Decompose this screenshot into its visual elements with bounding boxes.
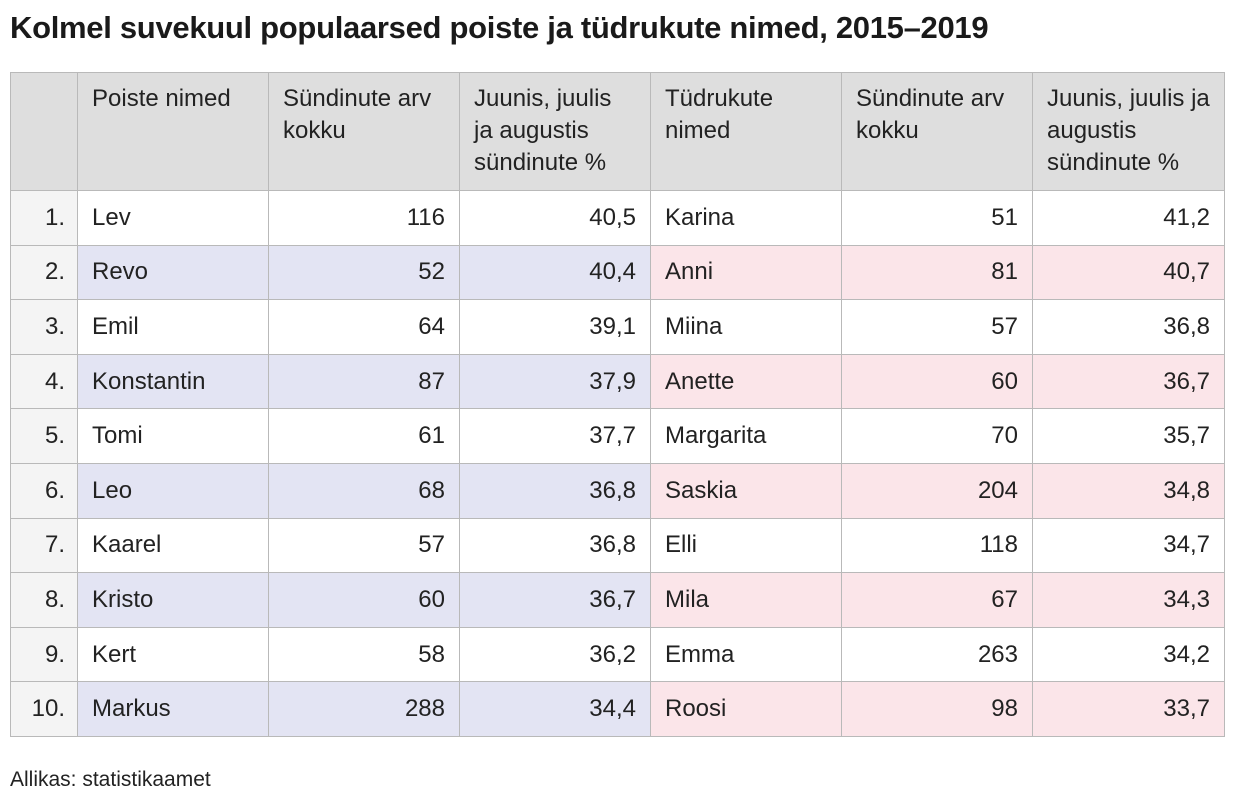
girl-name-cell: Elli — [650, 517, 842, 574]
girl-pct-cell: 34,3 — [1032, 572, 1225, 628]
source-note: Allikas: statistikaamet — [10, 768, 211, 791]
girl-pct-cell: 36,8 — [1032, 299, 1225, 355]
girl-name-cell: Anette — [650, 353, 842, 410]
girl-pct-cell: 34,7 — [1032, 517, 1225, 574]
rank-cell: 10. — [10, 681, 78, 737]
header-girls-pct: Juunis, juulis ja augustis sündinute % — [1032, 72, 1225, 191]
header-boys-name: Poiste nimed — [77, 72, 269, 191]
rank-cell: 7. — [10, 517, 78, 574]
table-header-row: Poiste nimed Sündinute arv kokku Juunis,… — [10, 72, 1225, 191]
girl-name-cell: Anni — [650, 244, 842, 301]
table-row: 6. Leo 68 36,8 Saskia 204 34,8 — [10, 462, 1225, 519]
boy-pct-cell: 36,7 — [459, 572, 651, 628]
rank-cell: 5. — [10, 408, 78, 464]
girl-pct-cell: 41,2 — [1032, 190, 1225, 246]
girl-name-cell: Margarita — [650, 408, 842, 464]
girl-total-cell: 263 — [841, 626, 1033, 683]
rank-cell: 4. — [10, 353, 78, 410]
header-girls-total: Sündinute arv kokku — [841, 72, 1033, 191]
boy-name-cell: Kristo — [77, 572, 269, 628]
girl-total-cell: 51 — [841, 190, 1033, 246]
table-row: 3. Emil 64 39,1 Miina 57 36,8 — [10, 299, 1225, 355]
girl-total-cell: 67 — [841, 572, 1033, 628]
table-row: 4. Konstantin 87 37,9 Anette 60 36,7 — [10, 353, 1225, 410]
boy-pct-cell: 36,8 — [459, 517, 651, 574]
table-row: 7. Kaarel 57 36,8 Elli 118 34,7 — [10, 517, 1225, 574]
header-boys-total: Sündinute arv kokku — [268, 72, 460, 191]
boy-pct-cell: 36,2 — [459, 626, 651, 683]
table-body: 1. Lev 116 40,5 Karina 51 41,2 2. Revo 52 40,4 Anni… — [10, 190, 1225, 737]
girl-total-cell: 81 — [841, 244, 1033, 301]
girl-total-cell: 70 — [841, 408, 1033, 464]
girl-total-cell: 98 — [841, 681, 1033, 737]
boy-name-cell: Kaarel — [77, 517, 269, 574]
rank-cell: 3. — [10, 299, 78, 355]
girl-total-cell: 60 — [841, 353, 1033, 410]
header-boys-pct: Juunis, juulis ja augustis sündinute % — [459, 72, 651, 191]
boy-pct-cell: 40,5 — [459, 190, 651, 246]
boy-name-cell: Lev — [77, 190, 269, 246]
girl-total-cell: 204 — [841, 462, 1033, 519]
rank-cell: 1. — [10, 190, 78, 246]
girl-pct-cell: 34,2 — [1032, 626, 1225, 683]
boy-name-cell: Konstantin — [77, 353, 269, 410]
rank-cell: 9. — [10, 626, 78, 683]
boy-name-cell: Emil — [77, 299, 269, 355]
boy-total-cell: 61 — [268, 408, 460, 464]
rank-cell: 8. — [10, 572, 78, 628]
girl-name-cell: Mila — [650, 572, 842, 628]
table-row: 10. Markus 288 34,4 Roosi 98 33,7 — [10, 681, 1225, 737]
boy-total-cell: 64 — [268, 299, 460, 355]
girl-pct-cell: 40,7 — [1032, 244, 1225, 301]
girl-pct-cell: 34,8 — [1032, 462, 1225, 519]
chart-title: Kolmel suvekuul populaarsed poiste ja tü… — [10, 10, 989, 45]
girl-name-cell: Emma — [650, 626, 842, 683]
girl-name-cell: Miina — [650, 299, 842, 355]
boy-total-cell: 52 — [268, 244, 460, 301]
girl-pct-cell: 36,7 — [1032, 353, 1225, 410]
girl-total-cell: 118 — [841, 517, 1033, 574]
girl-name-cell: Saskia — [650, 462, 842, 519]
girl-pct-cell: 33,7 — [1032, 681, 1225, 737]
boy-total-cell: 87 — [268, 353, 460, 410]
boy-name-cell: Tomi — [77, 408, 269, 464]
girl-name-cell: Karina — [650, 190, 842, 246]
header-rank — [10, 72, 78, 191]
girl-name-cell: Roosi — [650, 681, 842, 737]
boy-name-cell: Markus — [77, 681, 269, 737]
girl-total-cell: 57 — [841, 299, 1033, 355]
table-row: 9. Kert 58 36,2 Emma 263 34,2 — [10, 626, 1225, 683]
header-girls-name: Tüdrukute nimed — [650, 72, 842, 191]
boy-total-cell: 58 — [268, 626, 460, 683]
boy-pct-cell: 40,4 — [459, 244, 651, 301]
boy-total-cell: 57 — [268, 517, 460, 574]
rank-cell: 2. — [10, 244, 78, 301]
table-row: 8. Kristo 60 36,7 Mila 67 34,3 — [10, 572, 1225, 628]
table-row: 1. Lev 116 40,5 Karina 51 41,2 — [10, 190, 1225, 246]
boy-name-cell: Leo — [77, 462, 269, 519]
table-row: 2. Revo 52 40,4 Anni 81 40,7 — [10, 244, 1225, 301]
rank-cell: 6. — [10, 462, 78, 519]
boy-name-cell: Revo — [77, 244, 269, 301]
boy-name-cell: Kert — [77, 626, 269, 683]
boy-pct-cell: 36,8 — [459, 462, 651, 519]
table-row: 5. Tomi 61 37,7 Margarita 70 35,7 — [10, 408, 1225, 464]
boy-total-cell: 288 — [268, 681, 460, 737]
boy-pct-cell: 39,1 — [459, 299, 651, 355]
names-table: Poiste nimed Sündinute arv kokku Juunis,… — [10, 72, 1225, 737]
boy-total-cell: 68 — [268, 462, 460, 519]
boy-pct-cell: 37,9 — [459, 353, 651, 410]
boy-pct-cell: 37,7 — [459, 408, 651, 464]
girl-pct-cell: 35,7 — [1032, 408, 1225, 464]
boy-pct-cell: 34,4 — [459, 681, 651, 737]
boy-total-cell: 116 — [268, 190, 460, 246]
boy-total-cell: 60 — [268, 572, 460, 628]
